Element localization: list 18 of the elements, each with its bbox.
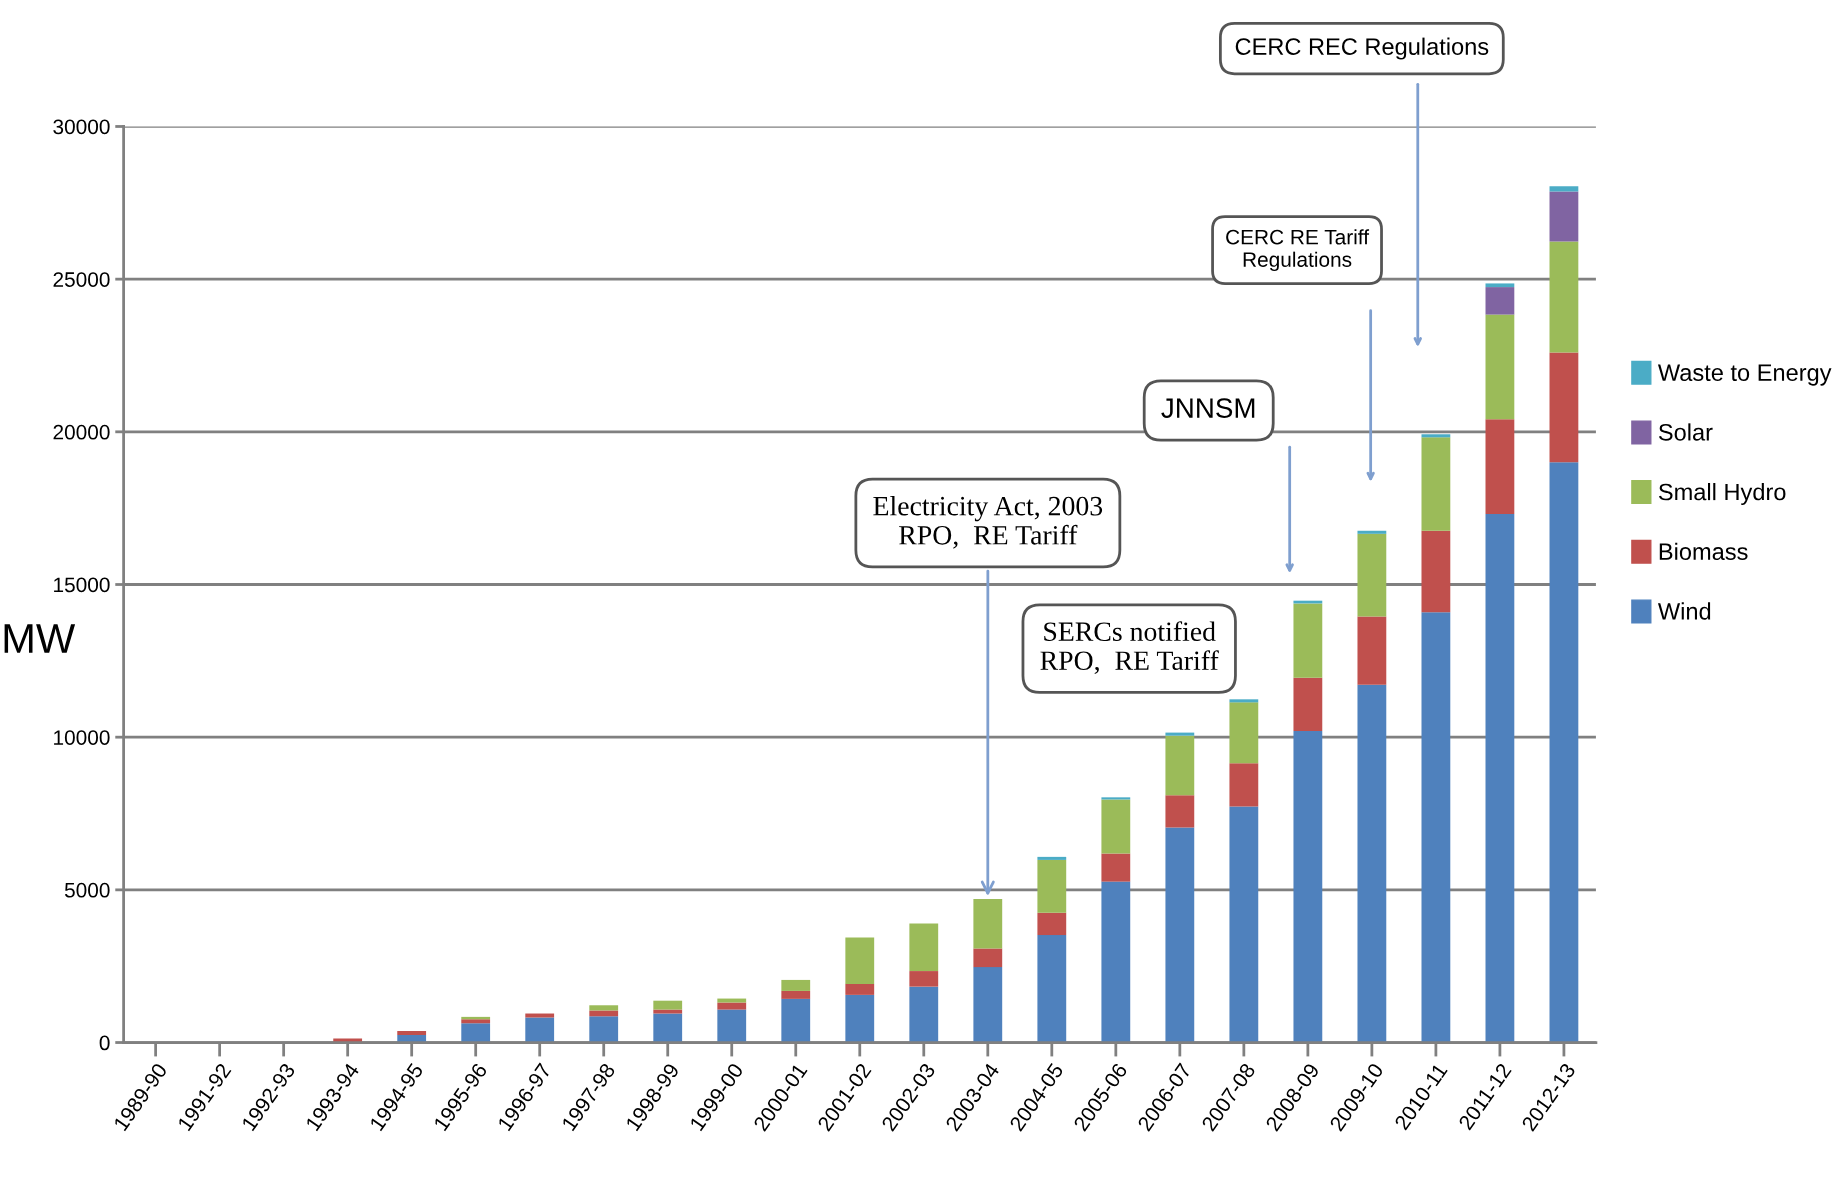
y-tick-label: 15000 bbox=[54, 577, 110, 593]
y-tick-label: 5000 bbox=[64, 882, 110, 898]
annotation: JNNSM bbox=[1161, 398, 1255, 418]
y-tick-label: 20000 bbox=[53, 424, 110, 440]
text: CERC REC Regulations bbox=[1235, 37, 1489, 60]
y-axis-title: MW bbox=[4, 624, 76, 653]
legend-label: Wind bbox=[1657, 602, 1711, 620]
legend-label: Waste to Energy bbox=[1657, 364, 1832, 386]
y-tick-label: 25000 bbox=[53, 272, 110, 287]
y-tick-label: 30000 bbox=[53, 119, 110, 135]
y-tick-label: 10000 bbox=[54, 730, 110, 745]
annotation: Electricity Act, 2003 RPO, RE Tariff bbox=[873, 495, 1103, 549]
annotation: SERCs notified RPO, RE Tariff bbox=[1040, 621, 1219, 675]
annotation: CERC RE Tariff Regulations bbox=[1226, 229, 1370, 272]
legend-label: Solar bbox=[1658, 423, 1713, 441]
legend-label: Small Hydro bbox=[1658, 483, 1786, 506]
legend-label: Biomass bbox=[1659, 542, 1748, 561]
y-tick-label: 0 bbox=[99, 1035, 110, 1051]
